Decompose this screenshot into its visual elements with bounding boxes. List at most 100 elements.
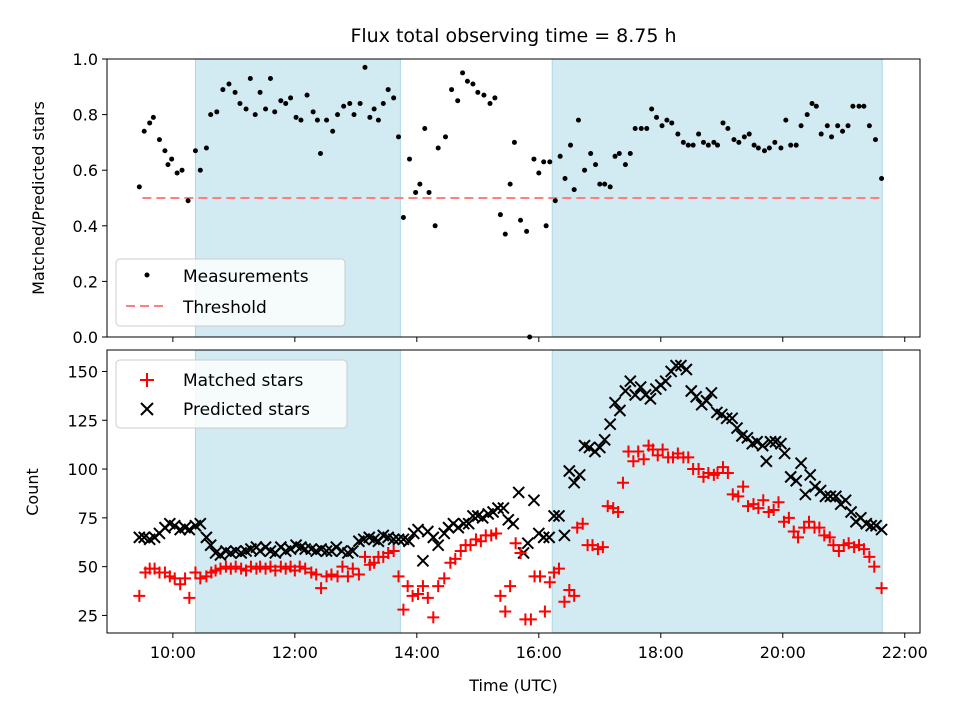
measurement-point	[715, 142, 721, 148]
matched-star-point	[499, 605, 512, 618]
measurement-point	[588, 151, 594, 157]
measurement-point	[582, 167, 588, 173]
matched-star-point	[627, 455, 640, 468]
measurement-point	[481, 92, 487, 98]
observing-band	[551, 349, 883, 634]
predicted-star-point	[865, 519, 878, 532]
predicted-star-point	[320, 544, 333, 558]
legend-predicted-label: Predicted stars	[183, 400, 310, 420]
measurement-point	[804, 112, 810, 118]
matched-star-point	[752, 502, 765, 515]
measurement-point	[278, 98, 284, 104]
measurement-point	[518, 217, 524, 223]
matched-star-point	[358, 550, 371, 563]
matched-star-point	[214, 562, 227, 575]
predicted-star-point	[542, 531, 556, 544]
measurement-point	[380, 100, 386, 106]
measurement-point	[288, 95, 294, 101]
measurement-point	[197, 167, 203, 173]
measurement-point	[778, 145, 784, 151]
measurement-point	[593, 162, 599, 168]
predicted-star-point	[720, 412, 733, 425]
measurement-point	[622, 162, 628, 168]
predicted-star-point	[608, 396, 622, 409]
count-y-tick-label: 75	[78, 509, 98, 528]
matched-star-point	[558, 595, 571, 608]
measurement-point	[367, 114, 373, 120]
measurement-point	[330, 128, 336, 134]
measurement-point	[680, 139, 686, 145]
measurement-point	[507, 181, 513, 187]
matched-star-point	[737, 480, 750, 493]
matched-star-point	[772, 496, 785, 509]
matched-star-point	[868, 560, 881, 573]
ratio-y-tick-label: 0.2	[73, 272, 98, 291]
measurement-point	[156, 137, 162, 143]
count-x-axis: 10:00 12:00 14:00 16:00 18:00 20:00 22:00	[150, 633, 928, 662]
measurement-point	[809, 100, 815, 106]
measurement-point	[761, 148, 767, 154]
measurement-point	[324, 117, 330, 123]
predicted-star-point	[330, 540, 343, 554]
measurement-point	[835, 123, 841, 129]
measurement-point	[861, 103, 867, 109]
count-legend-box	[115, 359, 348, 429]
measurement-point	[136, 184, 142, 190]
predicted-star-point	[452, 521, 465, 534]
measurement-point	[627, 151, 633, 157]
predicted-star-point	[875, 523, 888, 536]
measurement-point	[267, 75, 273, 81]
matched-star-point	[382, 546, 395, 559]
legend-threshold-label: Threshold	[182, 298, 267, 318]
measurement-point	[351, 112, 357, 118]
count-legend: Matched stars Predicted stars	[115, 359, 348, 429]
measurement-point	[649, 106, 655, 112]
measurement-point	[612, 153, 618, 159]
predicted-star-point	[789, 474, 803, 487]
predicted-star-point	[563, 464, 576, 478]
measurement-point	[638, 126, 644, 131]
ratio-legend: Measurements Threshold	[115, 258, 346, 327]
predicted-star-point	[756, 439, 769, 452]
measurement-point	[616, 151, 622, 157]
matched-star-point	[387, 545, 400, 558]
measurement-point	[644, 126, 650, 131]
measurement-point	[531, 156, 537, 162]
legend-measurement-marker	[144, 272, 150, 278]
measurement-point	[872, 137, 878, 143]
measurement-point	[783, 117, 789, 123]
measurement-point	[720, 120, 726, 126]
predicted-star-point	[573, 468, 586, 482]
matched-star-point	[179, 572, 192, 585]
predicted-star-point	[558, 529, 571, 542]
measurement-point	[252, 112, 258, 118]
measurement-point	[571, 187, 577, 193]
measurement-point	[711, 139, 717, 145]
predicted-stars-points	[133, 359, 888, 567]
predicted-star-point	[634, 380, 647, 394]
predicted-star-point	[547, 509, 561, 523]
measurement-point	[220, 87, 226, 93]
measurement-point	[511, 139, 517, 145]
measurement-point	[335, 112, 341, 118]
matched-star-point	[336, 560, 349, 573]
measurement-point	[746, 131, 752, 137]
matched-star-point	[601, 500, 614, 513]
matched-star-point	[568, 589, 581, 602]
ratio-panel: 0.0 0.2 0.4 0.6 0.8 1.0 Matched/Predicted sta…	[29, 50, 921, 347]
measurement-point	[141, 128, 147, 134]
matched-star-point	[341, 570, 354, 583]
chart-title: Flux total observing time = 8.75 h	[350, 25, 676, 47]
predicted-star-point	[438, 527, 451, 540]
predicted-star-point	[284, 542, 297, 556]
matched-star-point	[656, 443, 669, 456]
predicted-star-point	[427, 531, 440, 544]
count-y-tick-label: 125	[67, 411, 98, 430]
predicted-star-point	[466, 509, 480, 523]
measurement-point	[879, 176, 885, 182]
measurement-point	[147, 120, 153, 126]
predicted-star-point	[476, 511, 489, 525]
measurement-point	[829, 134, 835, 140]
predicted-star-point	[183, 523, 196, 536]
measurement-point	[562, 176, 568, 182]
